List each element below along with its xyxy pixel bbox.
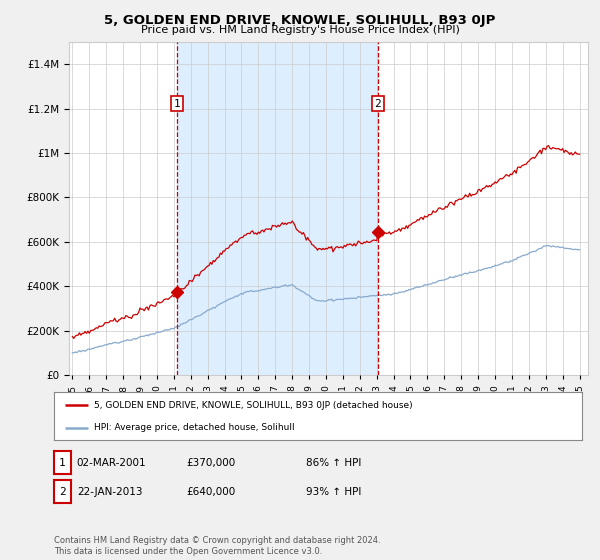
Text: 2: 2 <box>59 487 66 497</box>
Text: 5, GOLDEN END DRIVE, KNOWLE, SOLIHULL, B93 0JP: 5, GOLDEN END DRIVE, KNOWLE, SOLIHULL, B… <box>104 14 496 27</box>
Text: 1: 1 <box>173 99 180 109</box>
Text: £370,000: £370,000 <box>186 458 235 468</box>
Text: £640,000: £640,000 <box>186 487 235 497</box>
Text: 5, GOLDEN END DRIVE, KNOWLE, SOLIHULL, B93 0JP (detached house): 5, GOLDEN END DRIVE, KNOWLE, SOLIHULL, B… <box>94 401 412 410</box>
Text: Price paid vs. HM Land Registry's House Price Index (HPI): Price paid vs. HM Land Registry's House … <box>140 25 460 35</box>
Text: 02-MAR-2001: 02-MAR-2001 <box>77 458 146 468</box>
Text: 22-JAN-2013: 22-JAN-2013 <box>77 487 142 497</box>
Text: 1: 1 <box>59 458 66 468</box>
Text: 2: 2 <box>374 99 381 109</box>
Bar <box>176 42 377 375</box>
Text: 93% ↑ HPI: 93% ↑ HPI <box>306 487 361 497</box>
Text: 86% ↑ HPI: 86% ↑ HPI <box>306 458 361 468</box>
Text: HPI: Average price, detached house, Solihull: HPI: Average price, detached house, Soli… <box>94 423 294 432</box>
Text: Contains HM Land Registry data © Crown copyright and database right 2024.
This d: Contains HM Land Registry data © Crown c… <box>54 536 380 556</box>
